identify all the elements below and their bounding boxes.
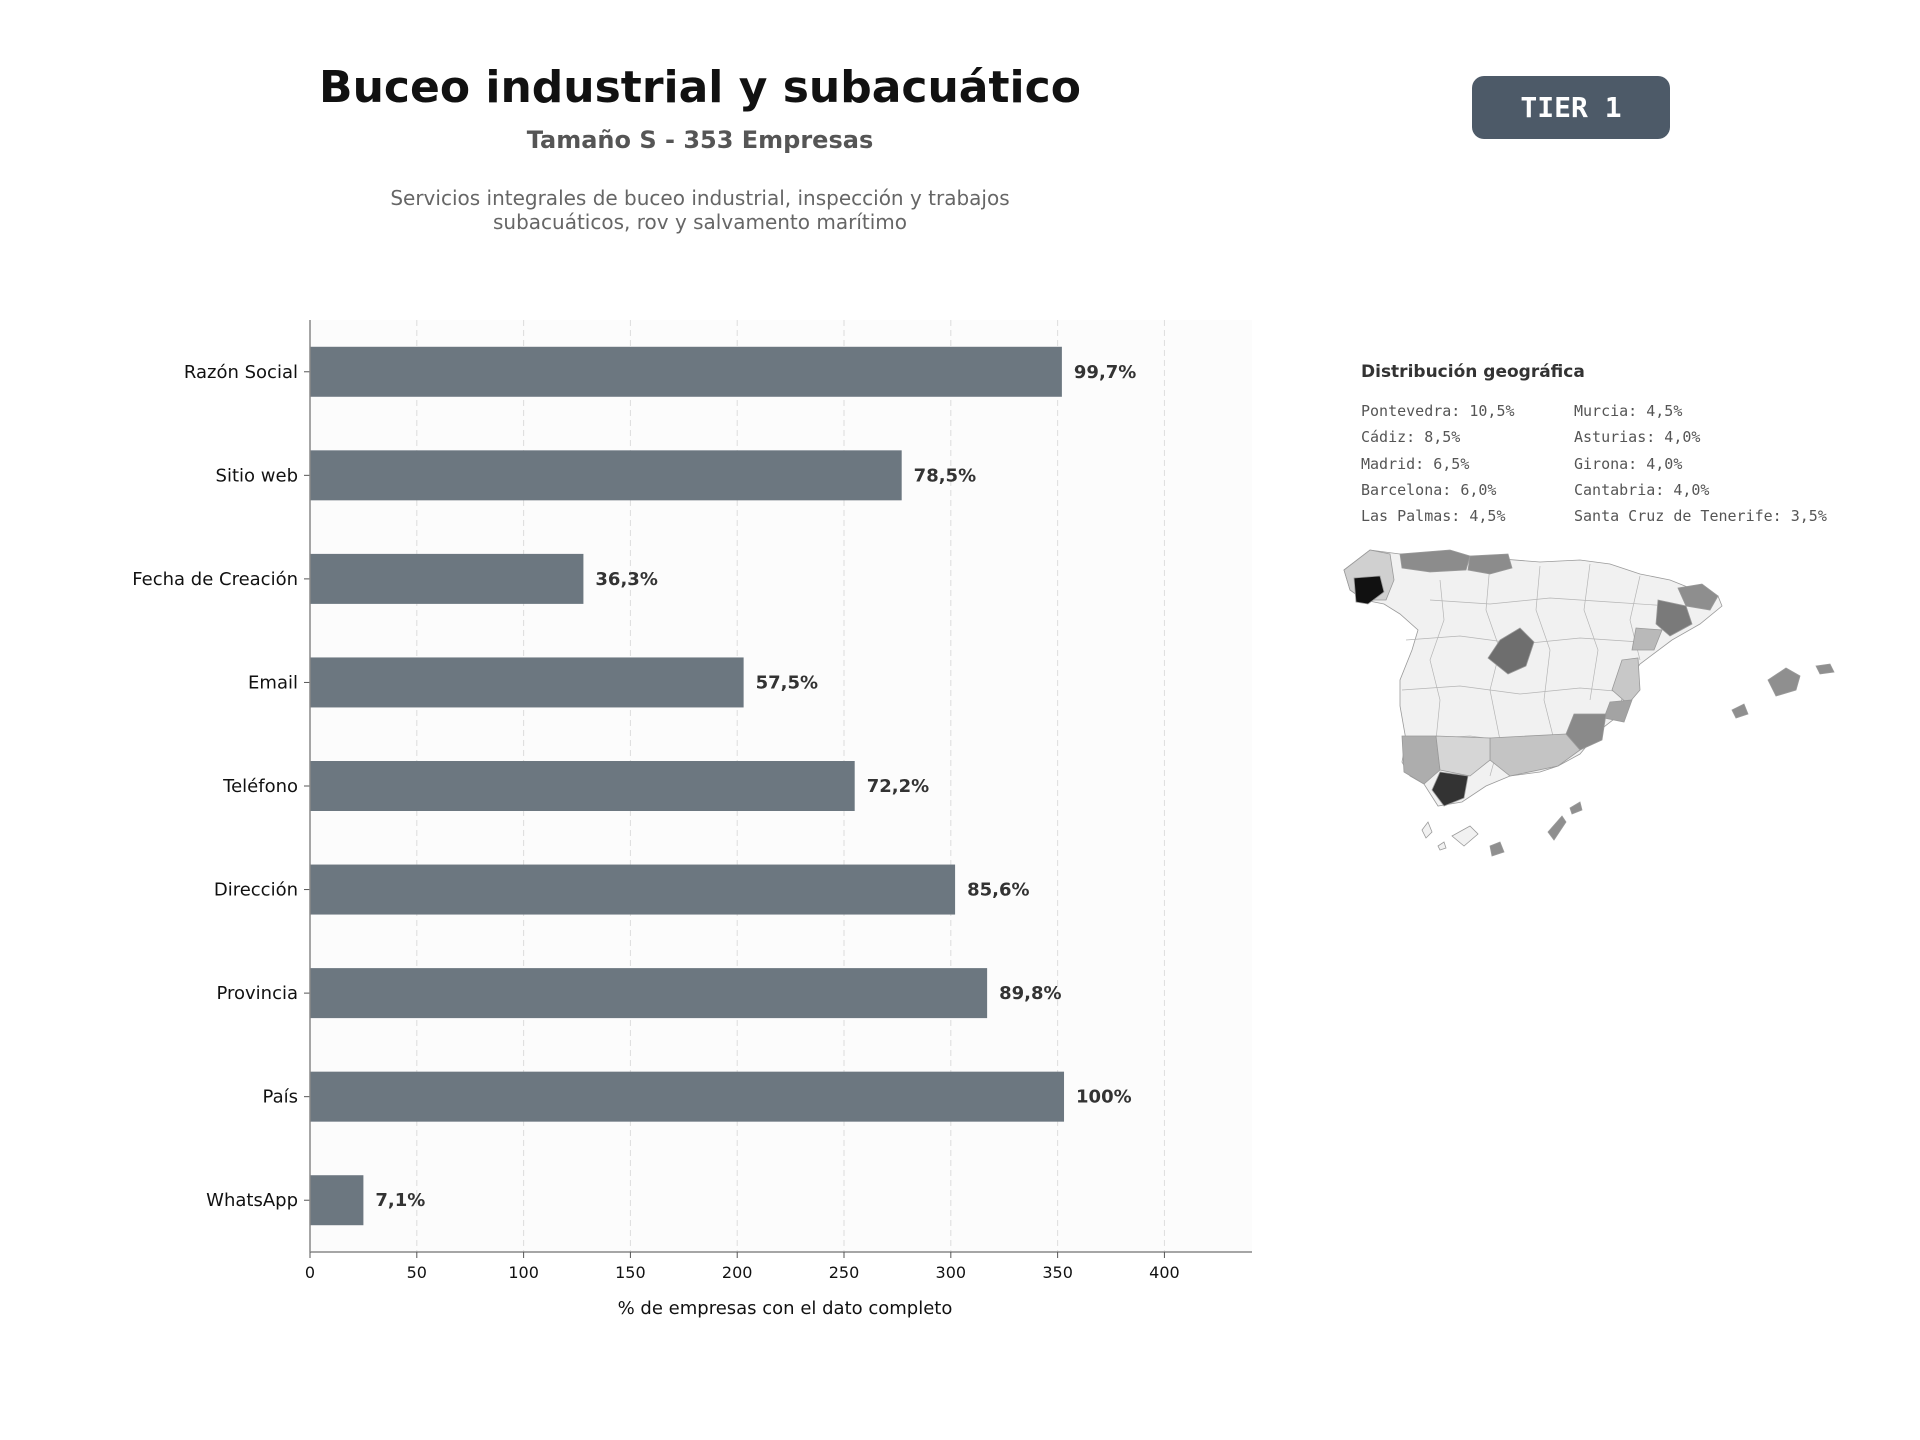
map-region-pontevedra: [1353, 575, 1385, 605]
bar: [310, 657, 744, 708]
geo-distribution-list: Pontevedra: 10,5% Cádiz: 8,5% Madrid: 6,…: [1361, 398, 1827, 529]
bar: [310, 864, 956, 915]
x-tick-label: 50: [407, 1263, 427, 1282]
map-region-andalucia-east: [1489, 733, 1581, 777]
bar-value-label: 36,3%: [595, 569, 657, 590]
x-tick-label: 0: [305, 1263, 315, 1282]
map-region-tenerife: [1451, 825, 1479, 847]
map-region-ibiza: [1731, 703, 1749, 719]
geo-column-2: Murcia: 4,5% Asturias: 4,0% Girona: 4,0%…: [1574, 398, 1827, 529]
x-tick-label: 350: [1042, 1263, 1073, 1282]
bar: [310, 346, 1062, 397]
bar-value-label: 7,1%: [375, 1190, 425, 1211]
bar: [310, 1175, 364, 1226]
bar-value-label: 89,8%: [999, 983, 1061, 1004]
chart-title: Buceo industrial y subacuático: [319, 62, 1081, 113]
y-tick-label: Fecha de Creación: [132, 569, 298, 590]
bar-value-label: 99,7%: [1074, 362, 1136, 383]
geo-entry: Asturias: 4,0%: [1574, 428, 1701, 447]
map-region-mallorca: [1767, 667, 1801, 697]
bar: [310, 1071, 1065, 1122]
tier-badge: TIER 1: [1472, 76, 1670, 139]
map-region-fuerteventura: [1547, 815, 1567, 841]
x-tick-label: 250: [829, 1263, 860, 1282]
map-region-la-palma: [1421, 821, 1433, 839]
bar: [310, 761, 855, 811]
spain-province-map: [1343, 549, 1835, 857]
geo-entry: Barcelona: 6,0%: [1361, 480, 1497, 499]
y-tick-label: País: [263, 1087, 298, 1108]
map-region-girona: [1677, 583, 1719, 611]
bar-value-label: 100%: [1076, 1087, 1132, 1108]
map-region-murcia: [1565, 713, 1607, 751]
bar: [310, 450, 902, 501]
geo-entry: Pontevedra: 10,5%: [1361, 402, 1515, 420]
geo-entry: Madrid: 6,5%: [1361, 454, 1470, 473]
y-tick-label: Dirección: [214, 880, 298, 901]
map-region-lanzarote: [1569, 801, 1583, 815]
geo-entry: Las Palmas: 4,5%: [1361, 507, 1506, 526]
bar-value-label: 57,5%: [756, 672, 818, 693]
map-region-alicante: [1603, 699, 1633, 723]
bar-value-label: 85,6%: [967, 880, 1029, 901]
sector-description: Servicios integrales de buceo industrial…: [0, 186, 1400, 234]
y-tick-label: Razón Social: [184, 362, 298, 383]
geo-entry: Cádiz: 8,5%: [1361, 428, 1461, 447]
x-axis-label: % de empresas con el dato completo: [618, 1298, 953, 1319]
x-tick-label: 100: [508, 1263, 539, 1282]
map-region-sevilla: [1435, 735, 1491, 777]
geo-column-1: Pontevedra: 10,5% Cádiz: 8,5% Madrid: 6,…: [1361, 398, 1515, 529]
x-tick-label: 400: [1149, 1263, 1180, 1282]
geo-distribution-title: Distribución geográfica: [1361, 362, 1585, 382]
x-tick-label: 200: [722, 1263, 753, 1282]
geo-entry: Cantabria: 4,0%: [1574, 480, 1710, 499]
map-region-tarragona: [1631, 627, 1663, 651]
map-region-gomera: [1437, 841, 1447, 851]
description-line-2: subacuáticos, rov y salvamento marítimo: [492, 210, 907, 234]
y-tick-label: Email: [248, 672, 298, 693]
map-region-menorca: [1815, 663, 1835, 675]
bar: [310, 553, 584, 604]
y-tick-label: Provincia: [216, 983, 298, 1004]
map-region-valencia: [1611, 657, 1641, 705]
x-tick-label: 150: [615, 1263, 646, 1282]
map-region-barcelona: [1655, 599, 1693, 637]
y-tick-label: WhatsApp: [206, 1190, 298, 1211]
geo-entry: Girona: 4,0%: [1574, 454, 1683, 473]
map-region-cadiz: [1431, 771, 1469, 807]
chart-subtitle: Tamaño S - 353 Empresas: [526, 126, 874, 154]
geo-entry: Murcia: 4,5%: [1574, 402, 1683, 420]
geo-entry: Santa Cruz de Tenerife: 3,5%: [1574, 507, 1827, 526]
description-line-1: Servicios integrales de buceo industrial…: [390, 186, 1010, 210]
map-region-gran-canaria: [1489, 841, 1505, 857]
y-tick-label: Teléfono: [222, 776, 298, 797]
map-region-huelva: [1401, 735, 1441, 785]
x-tick-label: 300: [936, 1263, 967, 1282]
bar-value-label: 72,2%: [867, 776, 929, 797]
bar: [310, 968, 988, 1019]
y-tick-label: Sitio web: [216, 465, 298, 486]
map-region-madrid: [1487, 627, 1535, 675]
map-region-cantabria: [1467, 553, 1513, 575]
bar-value-label: 78,5%: [914, 465, 976, 486]
map-region-asturias: [1399, 549, 1471, 573]
